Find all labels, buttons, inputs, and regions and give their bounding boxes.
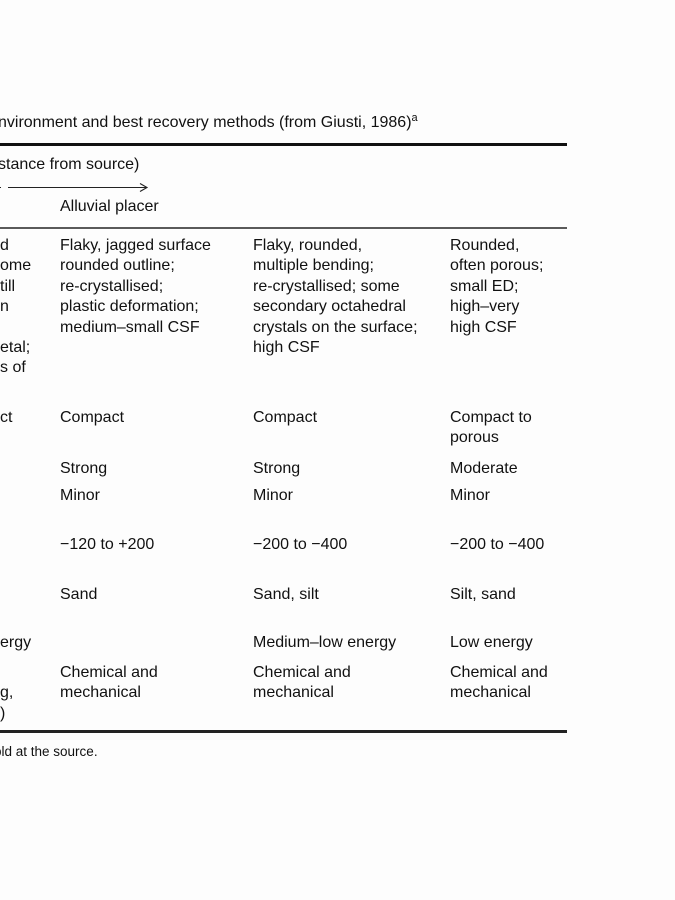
table-caption: nvironment and best recovery methods (fr… [0,112,418,132]
table-cell: Silt, sand [450,586,516,603]
table-cell: Low energy [450,634,533,651]
table-header-rule [0,227,567,229]
table-cell: Medium–low energy [253,634,397,651]
column-header-alluvial-placer: Alluvial placer [60,198,159,215]
right-arrow-icon [0,183,149,192]
table-cell: −200 to −400 [450,536,545,553]
table-cell: Chemical and mechanical [253,664,351,702]
table-cell: Sand [60,586,98,603]
table-cell: Strong [60,460,108,477]
table-cell: Flaky, jagged surface rounded outline; r… [60,237,211,336]
table-cell: Compact [60,409,125,426]
table-caption-text: nvironment and best recovery methods (fr… [0,114,412,131]
table-top-rule [0,143,567,146]
footnote-marker: a [411,112,418,124]
table-cell: Flaky, rounded, multiple bending; re-cry… [253,237,418,357]
table-footnote: old at the source. [0,744,98,759]
table-cell: Compact to porous [450,409,532,447]
table-cell: Minor [60,487,101,504]
table-cell: Compact [253,409,318,426]
distance-from-source-label: stance from source) [0,156,140,173]
table-cell-cropped: g, ) [0,684,14,722]
table-bottom-rule [0,730,567,733]
table-cell: Moderate [450,460,518,477]
table-cell-cropped: ct [0,409,13,426]
table-cell-cropped: d ome till n etal; s of [0,237,32,377]
table-cell: −120 to +200 [60,536,155,553]
table-cell: Strong [253,460,301,477]
table-cell: Minor [450,487,491,504]
table-cell: Chemical and mechanical [60,664,158,702]
table-cell: Minor [253,487,294,504]
table-cell: Sand, silt [253,586,319,603]
table-cell-cropped: ergy [0,634,32,651]
table-cell: −200 to −400 [253,536,348,553]
table-cell: Rounded, often porous; small ED; high–ve… [450,237,544,336]
table-cell: Chemical and mechanical [450,664,548,702]
